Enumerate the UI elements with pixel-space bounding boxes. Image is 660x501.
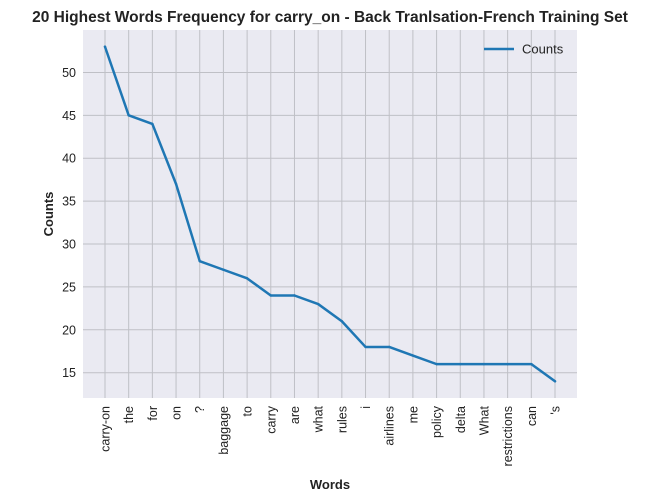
data-point bbox=[174, 182, 178, 186]
y-axis-label: Counts bbox=[41, 192, 56, 237]
series-line-counts bbox=[103, 45, 557, 383]
x-tick-label: what bbox=[312, 405, 326, 433]
data-point bbox=[222, 268, 225, 271]
x-tick-label: policy bbox=[430, 405, 444, 438]
x-tick-label: the bbox=[122, 406, 136, 423]
x-tick-label: can bbox=[525, 406, 539, 426]
chart-title: 20 Highest Words Frequency for carry_on … bbox=[32, 9, 628, 26]
data-point bbox=[553, 380, 557, 383]
data-point bbox=[198, 259, 201, 263]
data-point bbox=[127, 114, 130, 117]
y-tick-labels: 15 20 25 30 35 40 45 50 bbox=[62, 66, 76, 380]
x-tick-label: baggage bbox=[217, 406, 231, 455]
data-point bbox=[530, 362, 533, 366]
y-tick-label: 50 bbox=[62, 66, 76, 80]
x-tick-label: to bbox=[241, 406, 255, 416]
x-tick-label: carry-on bbox=[99, 406, 113, 452]
y-tick-label: 30 bbox=[62, 238, 76, 252]
x-tick-label: restrictions bbox=[501, 406, 515, 466]
x-tick-label: rules bbox=[335, 406, 349, 433]
x-axis-label: Words bbox=[310, 477, 350, 492]
x-tick-label: for bbox=[146, 406, 160, 421]
y-tick-label: 45 bbox=[62, 109, 76, 123]
legend: Counts bbox=[484, 42, 564, 57]
x-tick-label: carry bbox=[264, 405, 278, 434]
plot-area bbox=[83, 30, 577, 398]
data-point bbox=[316, 302, 320, 306]
data-point bbox=[411, 354, 415, 357]
data-point bbox=[482, 362, 486, 366]
x-tick-label: are bbox=[288, 406, 302, 424]
x-tick-labels: carry-on the for on? baggage to carry are what ru… bbox=[99, 405, 563, 466]
data-point bbox=[245, 277, 249, 280]
y-tick-label: 20 bbox=[62, 323, 76, 337]
x-tick-label: on bbox=[170, 406, 184, 420]
data-point bbox=[151, 122, 154, 126]
x-tick-label: me bbox=[406, 406, 420, 423]
data-point bbox=[435, 362, 438, 366]
x-tick-label: ? bbox=[193, 406, 207, 413]
data-point bbox=[340, 320, 344, 323]
data-point bbox=[103, 45, 107, 48]
y-tick-label: 25 bbox=[62, 280, 76, 294]
legend-label: Counts bbox=[522, 42, 564, 57]
x-tick-label: What bbox=[477, 405, 491, 435]
y-tick-label: 15 bbox=[62, 366, 76, 380]
data-point bbox=[293, 294, 296, 297]
y-tick-label: 35 bbox=[62, 195, 76, 209]
data-point bbox=[269, 294, 272, 297]
x-tick-label: i bbox=[359, 406, 373, 409]
data-point bbox=[364, 345, 367, 349]
data-point bbox=[388, 345, 391, 349]
x-gridlines bbox=[104, 30, 556, 398]
x-tick-label: 's bbox=[549, 406, 563, 415]
x-tick-label: airlines bbox=[383, 406, 397, 446]
series-layer bbox=[103, 45, 557, 383]
y-tick-label: 40 bbox=[62, 152, 76, 166]
x-tick-label: delta bbox=[454, 406, 468, 433]
y-gridlines bbox=[83, 71, 577, 374]
data-point bbox=[459, 362, 462, 366]
data-point bbox=[506, 362, 509, 366]
